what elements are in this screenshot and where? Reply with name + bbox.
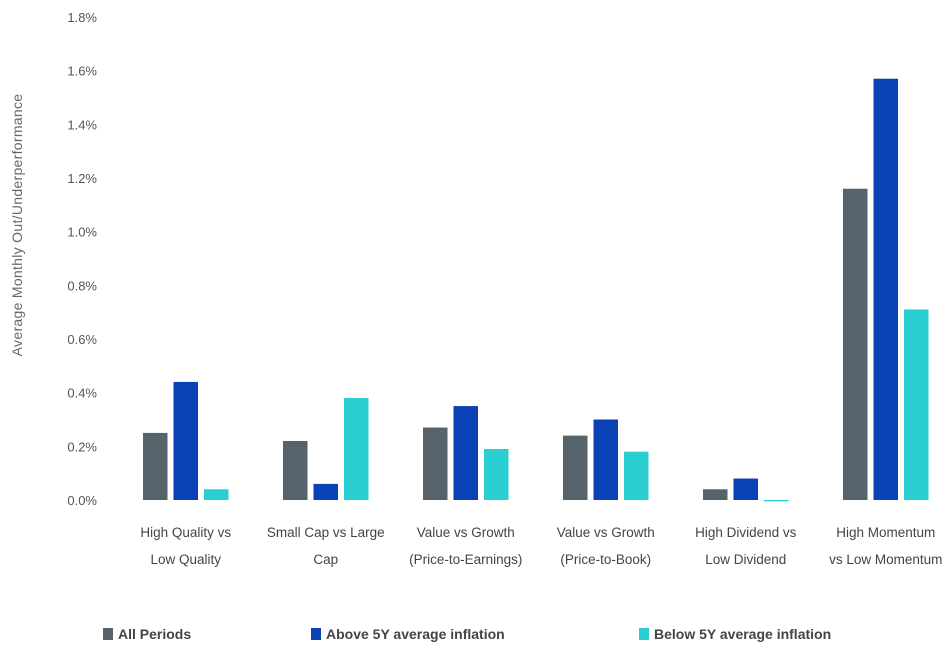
bar-below-5y-inflation [344, 398, 369, 500]
bar-below-5y-inflation [484, 449, 509, 500]
legend-swatch-all-periods [103, 628, 113, 640]
bar-above-5y-inflation [453, 406, 478, 500]
bar-above-5y-inflation [313, 483, 338, 500]
bar-above-5y-inflation [173, 381, 198, 500]
y-tick-label: 0.4% [67, 386, 97, 401]
legend-label-below-5y-inflation: Below 5Y average inflation [654, 626, 831, 642]
legend-swatch-below-5y-inflation [639, 628, 649, 640]
category-label: Small Cap vs Large Cap [267, 525, 385, 567]
y-tick-label: 0.6% [67, 332, 97, 347]
y-tick-label: 0.2% [67, 439, 97, 454]
legend-label-all-periods: All Periods [118, 626, 191, 642]
bar-all-periods [143, 432, 168, 500]
bar-all-periods [283, 440, 308, 500]
category-label: High Dividend vs Low Dividend [695, 525, 797, 567]
y-tick-label: 0.0% [67, 493, 97, 508]
bar-above-5y-inflation [873, 78, 898, 500]
y-tick-label: 0.8% [67, 278, 97, 293]
bar-below-5y-inflation [204, 489, 229, 500]
bar-all-periods [423, 427, 448, 500]
bar-all-periods [843, 188, 868, 500]
legend: All Periods Above 5Y average inflation Bel… [103, 626, 831, 642]
category-label: High Momentum vs Low Momentum [829, 525, 942, 567]
y-tick-label: 1.6% [67, 64, 97, 79]
bar-below-5y-inflation [764, 500, 789, 502]
y-tick-label: 1.0% [67, 225, 97, 240]
bars [143, 78, 929, 502]
category-label: High Quality vs Low Quality [140, 525, 231, 567]
bar-all-periods [703, 489, 728, 500]
bar-below-5y-inflation [624, 451, 649, 500]
bar-all-periods [563, 435, 588, 500]
y-tick-label: 1.8% [67, 10, 97, 25]
category-labels: High Quality vs Low Quality Small Cap vs L… [140, 525, 942, 567]
legend-label-above-5y-inflation: Above 5Y average inflation [326, 626, 505, 642]
category-label: Value vs Growth (Price-to-Book) [557, 525, 655, 567]
y-axis-ticks: 0.0% 0.2% 0.4% 0.6% 0.8% 1.0% 1.2% 1.4% 1.6% 1.8% [67, 10, 97, 508]
category-label: Value vs Growth (Price-to-Earnings) [409, 525, 522, 567]
legend-swatch-above-5y-inflation [311, 628, 321, 640]
y-axis-label: Average Monthly Out/Underperformance [9, 94, 25, 357]
y-tick-label: 1.2% [67, 171, 97, 186]
bar-above-5y-inflation [593, 419, 618, 500]
bar-above-5y-inflation [733, 478, 758, 500]
y-tick-label: 1.4% [67, 117, 97, 132]
bar-below-5y-inflation [904, 309, 929, 500]
